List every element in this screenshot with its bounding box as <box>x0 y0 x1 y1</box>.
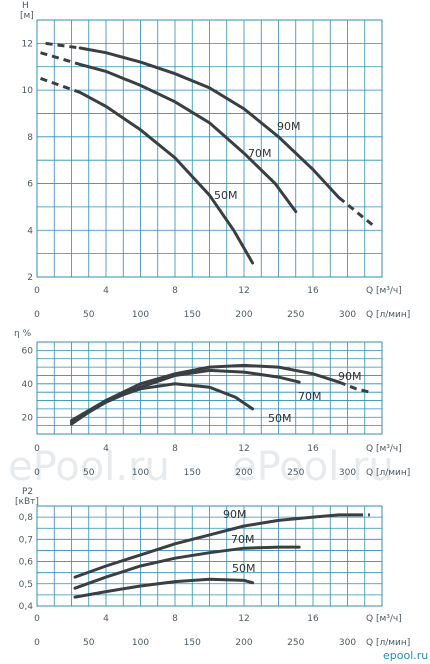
x-tick-label: 16 <box>307 286 319 296</box>
series-label-90M: 90M <box>338 370 362 383</box>
y-tick-label: 0,8 <box>19 513 34 523</box>
x2-tick-label: 250 <box>287 310 304 320</box>
y-tick-label: 0,6 <box>19 558 34 568</box>
series-90M-extension-end <box>338 380 371 394</box>
x2-tick-label: 250 <box>287 638 304 648</box>
x-axis-label: Q [м³/ч] <box>366 614 402 624</box>
x-tick-label: 16 <box>307 444 319 454</box>
x2-tick-label: 150 <box>184 468 201 478</box>
chart-panel-1: 2 4 6 8 10 12 0 4 8 12 16 0 50 100 150 200 250 300 Q [м³/ч… <box>20 1 410 320</box>
series-50M-line <box>73 577 255 599</box>
x-axis-label: Q [м³/ч] <box>366 286 402 296</box>
series-90M-line <box>73 513 358 579</box>
y-axis-unit: [кВт] <box>15 497 39 507</box>
series-label-90M: 90M <box>223 508 247 521</box>
x2-tick-label: 50 <box>83 310 95 320</box>
x-tick-label: 0 <box>34 614 40 624</box>
x2-tick-label: 200 <box>235 638 252 648</box>
x2-tick-label: 250 <box>287 468 304 478</box>
y-axis-label: P2 <box>22 487 33 497</box>
series-label-50M: 50M <box>232 562 256 575</box>
series-label-90M: 90M <box>277 120 301 133</box>
series-90M-extension-start <box>45 41 81 50</box>
series-70M-line <box>78 62 298 214</box>
series-90M-line <box>78 46 341 200</box>
x-tick-label: 8 <box>172 286 178 296</box>
series-label-70M: 70M <box>231 533 255 546</box>
series-label-70M: 70M <box>298 390 322 403</box>
x2-tick-label: 200 <box>235 468 252 478</box>
x2-tick-label: 50 <box>83 638 95 648</box>
y-tick-label: 60 <box>22 346 34 356</box>
x2-tick-label: 200 <box>235 310 252 320</box>
series-50M-line <box>78 90 255 265</box>
y-tick-label: 2 <box>27 273 33 283</box>
x2-tick-label: 100 <box>132 310 149 320</box>
y-tick-label: 0,5 <box>19 580 33 590</box>
y-tick-label: 20 <box>22 413 34 423</box>
chart-panel-2: 20 40 60 0 4 8 12 16 0 50 100 150 200 250 300 Q [м³/ч] Q… <box>14 329 410 478</box>
x2-axis-label: Q [л/мин] <box>366 468 410 478</box>
x-tick-label: 12 <box>238 614 249 624</box>
x-tick-label: 16 <box>307 614 319 624</box>
x2-tick-label: 50 <box>83 468 95 478</box>
y-axis-unit: [м] <box>20 11 34 21</box>
x-tick-label: 4 <box>103 444 109 454</box>
x2-axis-label: Q [л/мин] <box>366 638 410 648</box>
x2-tick-label: 300 <box>339 310 356 320</box>
x2-tick-label: 300 <box>339 638 356 648</box>
y-tick-label: 12 <box>22 39 33 49</box>
series-90M-line <box>70 363 341 423</box>
plot-frame <box>36 19 383 278</box>
plot-frame <box>36 505 383 607</box>
series-70M-line <box>73 545 301 590</box>
x2-tick-label: 0 <box>34 468 40 478</box>
y-axis-label: η % <box>14 329 32 339</box>
x-tick-label: 4 <box>103 614 109 624</box>
grid-lines <box>37 506 382 606</box>
series-label-50M: 50M <box>214 189 238 202</box>
y-tick-label: 40 <box>22 380 34 390</box>
x2-tick-label: 300 <box>339 468 356 478</box>
x-tick-label: 12 <box>238 444 249 454</box>
y-tick-label: 0,4 <box>19 602 34 612</box>
watermark-left: ePool.ru <box>8 444 170 490</box>
corner-logo: epool.ru <box>383 649 428 662</box>
y-axis-label: H <box>22 1 29 11</box>
x2-tick-label: 0 <box>34 310 40 320</box>
y-tick-label: 8 <box>27 133 33 143</box>
watermark-right: ePool.ru <box>232 444 394 490</box>
y-tick-label: 0,7 <box>19 535 33 545</box>
series-label-50M: 50M <box>268 412 292 425</box>
x-axis-label: Q [м³/ч] <box>366 444 402 454</box>
plot-frame <box>36 341 383 435</box>
chart-panel-3: 0,4 0,5 0,6 0,7 0,8 0 4 8 12 16 0 50 100 150 200 250 300… <box>15 487 410 648</box>
y-tick-label: 4 <box>27 226 33 236</box>
x2-tick-label: 150 <box>184 638 201 648</box>
x-tick-label: 12 <box>238 286 249 296</box>
x2-tick-label: 150 <box>184 310 201 320</box>
x2-axis-label: Q [л/мин] <box>366 310 410 320</box>
x-tick-label: 8 <box>172 614 178 624</box>
series-label-70M: 70M <box>248 147 272 160</box>
series-50M-line <box>70 382 255 426</box>
x-tick-label: 8 <box>172 444 178 454</box>
x2-tick-label: 100 <box>132 468 149 478</box>
series-70M-extension-start <box>40 51 81 66</box>
y-tick-label: 10 <box>22 86 34 96</box>
x2-tick-label: 0 <box>34 638 40 648</box>
x-tick-label: 0 <box>34 444 40 454</box>
x-tick-label: 4 <box>103 286 109 296</box>
series-90M-extension-end <box>337 196 375 227</box>
x2-tick-label: 100 <box>132 638 149 648</box>
x-tick-label: 0 <box>34 286 40 296</box>
y-tick-label: 6 <box>27 180 33 190</box>
grid-lines <box>37 20 382 277</box>
